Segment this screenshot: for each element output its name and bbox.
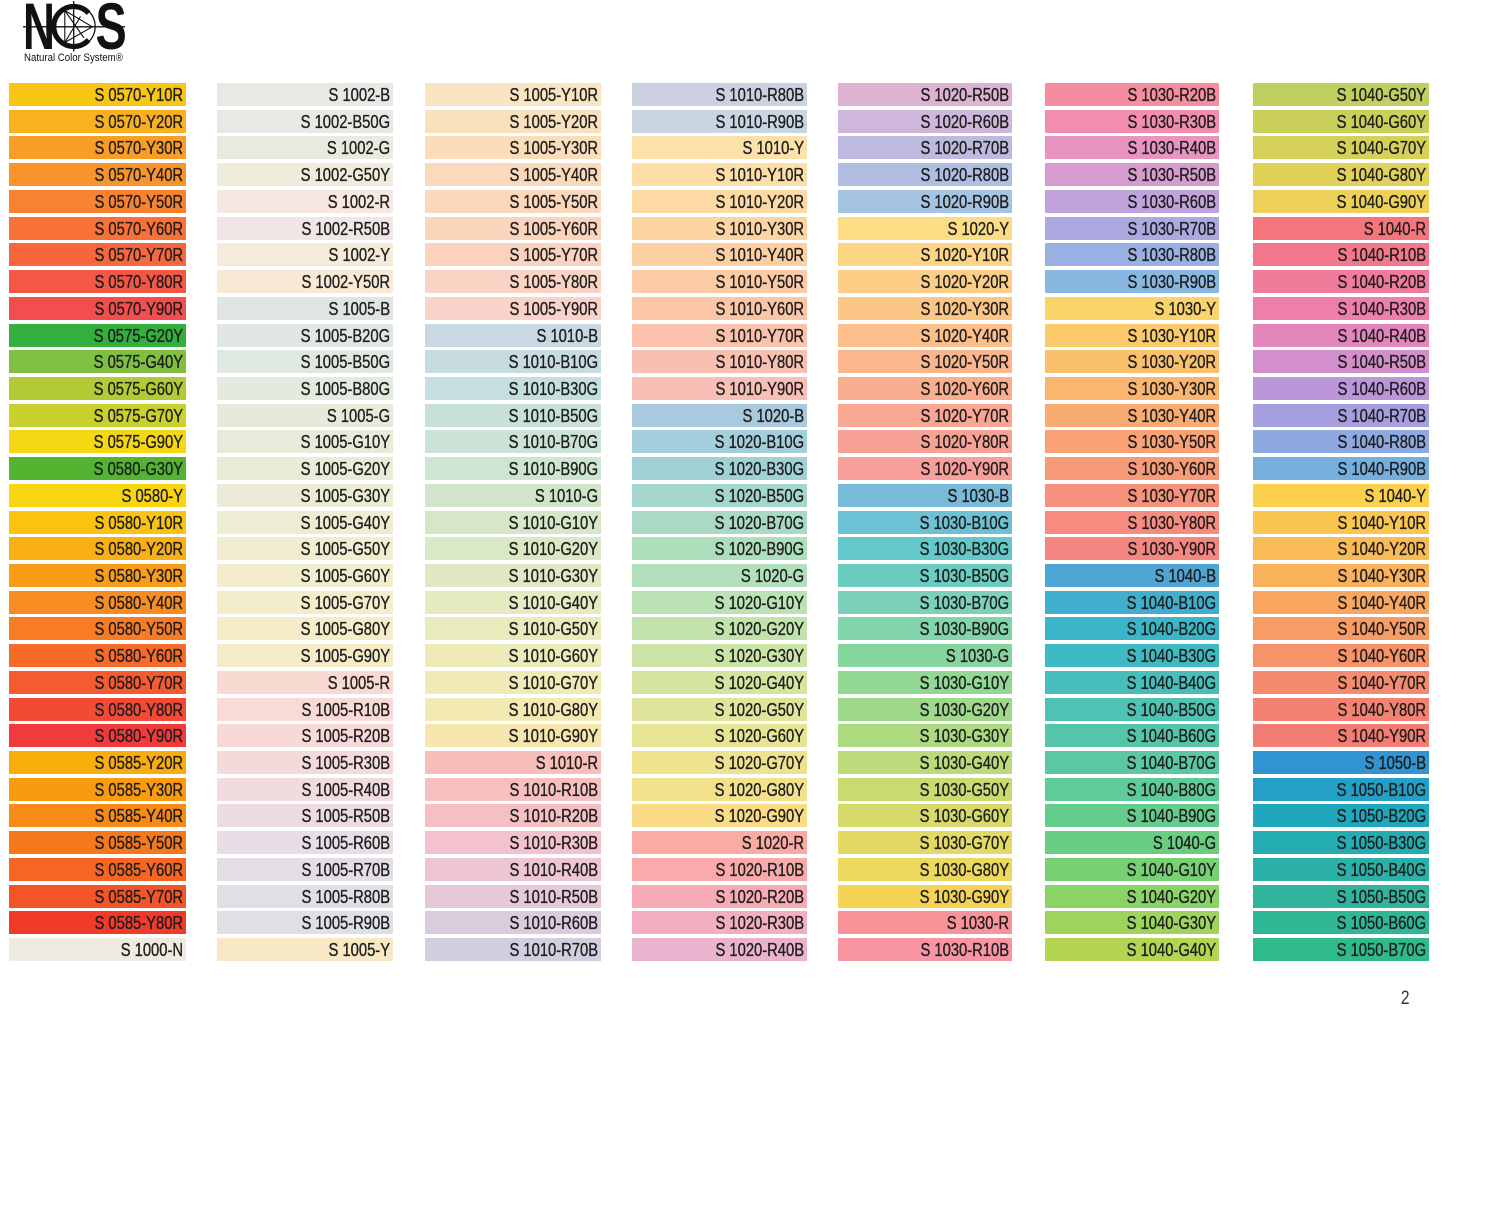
- svg-text:N: N: [23, 0, 55, 63]
- svg-text:S: S: [96, 0, 127, 64]
- svg-text:Natural Color System®: Natural Color System®: [24, 51, 123, 64]
